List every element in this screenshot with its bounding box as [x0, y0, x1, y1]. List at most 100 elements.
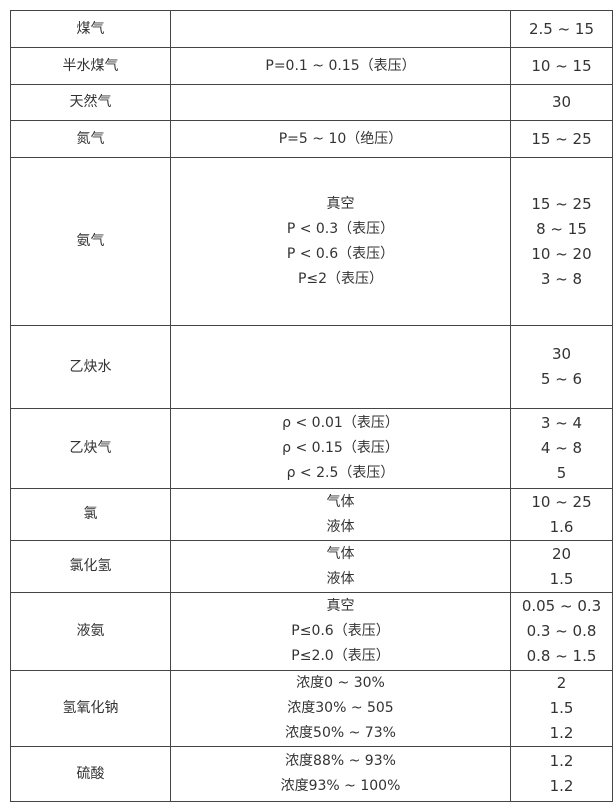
cell-text: 浓度30% ~ 505	[287, 700, 394, 716]
cell-text: 10 ~ 20	[531, 244, 592, 263]
condition-cell: P=0.1 ~ 0.15（表压）	[170, 47, 511, 85]
cell-text: P=0.1 ~ 0.15（表压）	[265, 57, 416, 74]
cell-text: P≤2（表压）	[297, 270, 384, 287]
table-row: 氮气 P=5 ~ 10（绝压） 15 ~ 25	[10, 120, 613, 158]
cell-text: 氯化氢	[69, 558, 112, 574]
value-cell: 10 ~ 25 1.6	[510, 488, 613, 541]
cell-text: 4 ~ 8	[540, 439, 583, 457]
cell-text: 氨气	[76, 233, 105, 249]
name-cell: 乙炔水	[10, 325, 171, 409]
value-cell: 0.05 ~ 0.3 0.3 ~ 0.8 0.8 ~ 1.5	[510, 592, 613, 671]
value-cell: 15 ~ 25 8 ~ 15 10 ~ 20 3 ~ 8	[510, 157, 613, 326]
cell-text: ρ < 2.5（表压）	[286, 465, 395, 481]
name-cell: 氮气	[10, 120, 171, 158]
name-cell: 氨气	[10, 157, 171, 326]
cell-text: 浓度50% ~ 73%	[285, 725, 396, 741]
condition-cell	[170, 84, 511, 121]
cell-text: 15 ~ 25	[531, 129, 592, 148]
cell-text: 浓度93% ~ 100%	[280, 778, 401, 794]
cell-text: P=5 ~ 10（绝压）	[278, 130, 403, 147]
cell-text: 液氨	[76, 623, 105, 639]
cell-text: 5 ~ 6	[540, 370, 583, 388]
value-cell: 10 ~ 15	[510, 47, 613, 85]
cell-text: 乙炔水	[69, 358, 112, 375]
cell-text: 气体	[326, 545, 355, 562]
cell-text: 气体	[326, 493, 355, 510]
cell-text: 真空	[326, 598, 355, 614]
cell-text: 30	[551, 93, 572, 111]
cell-text: 1.5	[549, 569, 574, 588]
cell-text: 2	[556, 674, 567, 692]
table-row: 半水煤气 P=0.1 ~ 0.15（表压） 10 ~ 15	[10, 47, 613, 85]
condition-cell: P=5 ~ 10（绝压）	[170, 120, 511, 158]
cell-text: 2.5 ~ 15	[528, 19, 595, 38]
condition-cell: 真空 P < 0.3（表压） P < 0.6（表压） P≤2（表压）	[170, 157, 511, 326]
cell-text: 1.2	[549, 752, 574, 770]
cell-text: 3 ~ 4	[540, 414, 583, 432]
cell-text: 30	[551, 345, 572, 363]
condition-cell: 气体 液体	[170, 540, 511, 593]
table-row: 氨气 真空 P < 0.3（表压） P < 0.6（表压） P≤2（表压） 15 ~ 25…	[10, 157, 613, 326]
cell-text: 5	[556, 464, 567, 482]
cell-text: 液体	[326, 570, 355, 587]
condition-cell: 气体 液体	[170, 488, 511, 541]
condition-cell: 浓度88% ~ 93% 浓度93% ~ 100%	[170, 746, 511, 802]
condition-cell: 浓度0 ~ 30% 浓度30% ~ 505 浓度50% ~ 73%	[170, 670, 511, 747]
cell-text: 煤气	[76, 20, 105, 37]
name-cell: 氯化氢	[10, 540, 171, 593]
table-row: 液氨 真空 P≤0.6（表压） P≤2.0（表压） 0.05 ~ 0.3 0.3 ~ 0.…	[10, 592, 613, 671]
cell-text: 0.05 ~ 0.3	[521, 597, 602, 615]
cell-text: P < 0.6（表压）	[286, 245, 395, 262]
cell-text: 10 ~ 15	[531, 56, 592, 75]
cell-text: 浓度0 ~ 30%	[296, 675, 385, 691]
table-row: 硫酸 浓度88% ~ 93% 浓度93% ~ 100% 1.2 1.2	[10, 746, 613, 802]
cell-text: 1.6	[549, 517, 574, 536]
value-cell: 2.5 ~ 15	[510, 10, 613, 48]
cell-text: P < 0.3（表压）	[286, 220, 395, 237]
cell-text: 0.8 ~ 1.5	[526, 647, 597, 665]
table-row: 氯化氢 气体 液体 20 1.5	[10, 540, 613, 593]
cell-text: 10 ~ 25	[531, 492, 592, 511]
name-cell: 半水煤气	[10, 47, 171, 85]
table-row: 氢氧化钠 浓度0 ~ 30% 浓度30% ~ 505 浓度50% ~ 73% 2 1.5 1…	[10, 670, 613, 747]
data-table: 煤气 2.5 ~ 15 半水煤气 P=0.1 ~ 0.15（表压） 10 ~ 15 天然气…	[10, 10, 613, 802]
name-cell: 乙炔气	[10, 408, 171, 489]
cell-text: 浓度88% ~ 93%	[285, 753, 396, 769]
table-row: 乙炔水 30 5 ~ 6	[10, 325, 613, 409]
cell-text: P≤0.6（表压）	[291, 623, 390, 639]
name-cell: 硫酸	[10, 746, 171, 802]
cell-text: 8 ~ 15	[536, 219, 587, 238]
name-cell: 煤气	[10, 10, 171, 48]
table-row: 氯 气体液体 10 ~ 25 1.6	[10, 488, 613, 541]
table-row: 煤气 2.5 ~ 15	[10, 10, 613, 48]
cell-text: 1.2	[549, 777, 574, 795]
cell-text: 3 ~ 8	[540, 269, 583, 288]
value-cell: 1.2 1.2	[510, 746, 613, 802]
cell-text: P≤2.0（表压）	[291, 648, 390, 664]
name-cell: 氯	[10, 488, 171, 541]
value-cell: 30	[510, 84, 613, 121]
cell-text: 天然气	[69, 94, 112, 110]
value-cell: 30 5 ~ 6	[510, 325, 613, 409]
value-cell: 3 ~ 4 4 ~ 8 5	[510, 408, 613, 489]
cell-text: 氯	[83, 506, 98, 522]
table-row: 天然气 30	[10, 84, 613, 121]
name-cell: 氢氧化钠	[10, 670, 171, 747]
cell-text: 真空	[326, 195, 355, 212]
cell-text: 20	[551, 544, 572, 563]
condition-cell	[170, 325, 511, 409]
value-cell: 20 1.5	[510, 540, 613, 593]
value-cell: 15 ~ 25	[510, 120, 613, 158]
condition-cell	[170, 10, 511, 48]
value-cell: 2 1.5 1.2	[510, 670, 613, 747]
cell-text: 氢氧化钠	[62, 700, 119, 716]
condition-cell: ρ < 0.01（表压） ρ < 0.15（表压） ρ < 2.5（表压）	[170, 408, 511, 489]
cell-text: 硫酸	[76, 765, 105, 782]
cell-text: 液体	[326, 518, 355, 535]
table-row: 乙炔气 ρ < 0.01（表压） ρ < 0.15（表压） ρ < 2.5（表压） 3 …	[10, 408, 613, 489]
cell-text: 1.2	[549, 724, 574, 742]
name-cell: 天然气	[10, 84, 171, 121]
cell-text: 0.3 ~ 0.8	[526, 622, 597, 640]
cell-text: ρ < 0.01（表压）	[282, 415, 399, 431]
